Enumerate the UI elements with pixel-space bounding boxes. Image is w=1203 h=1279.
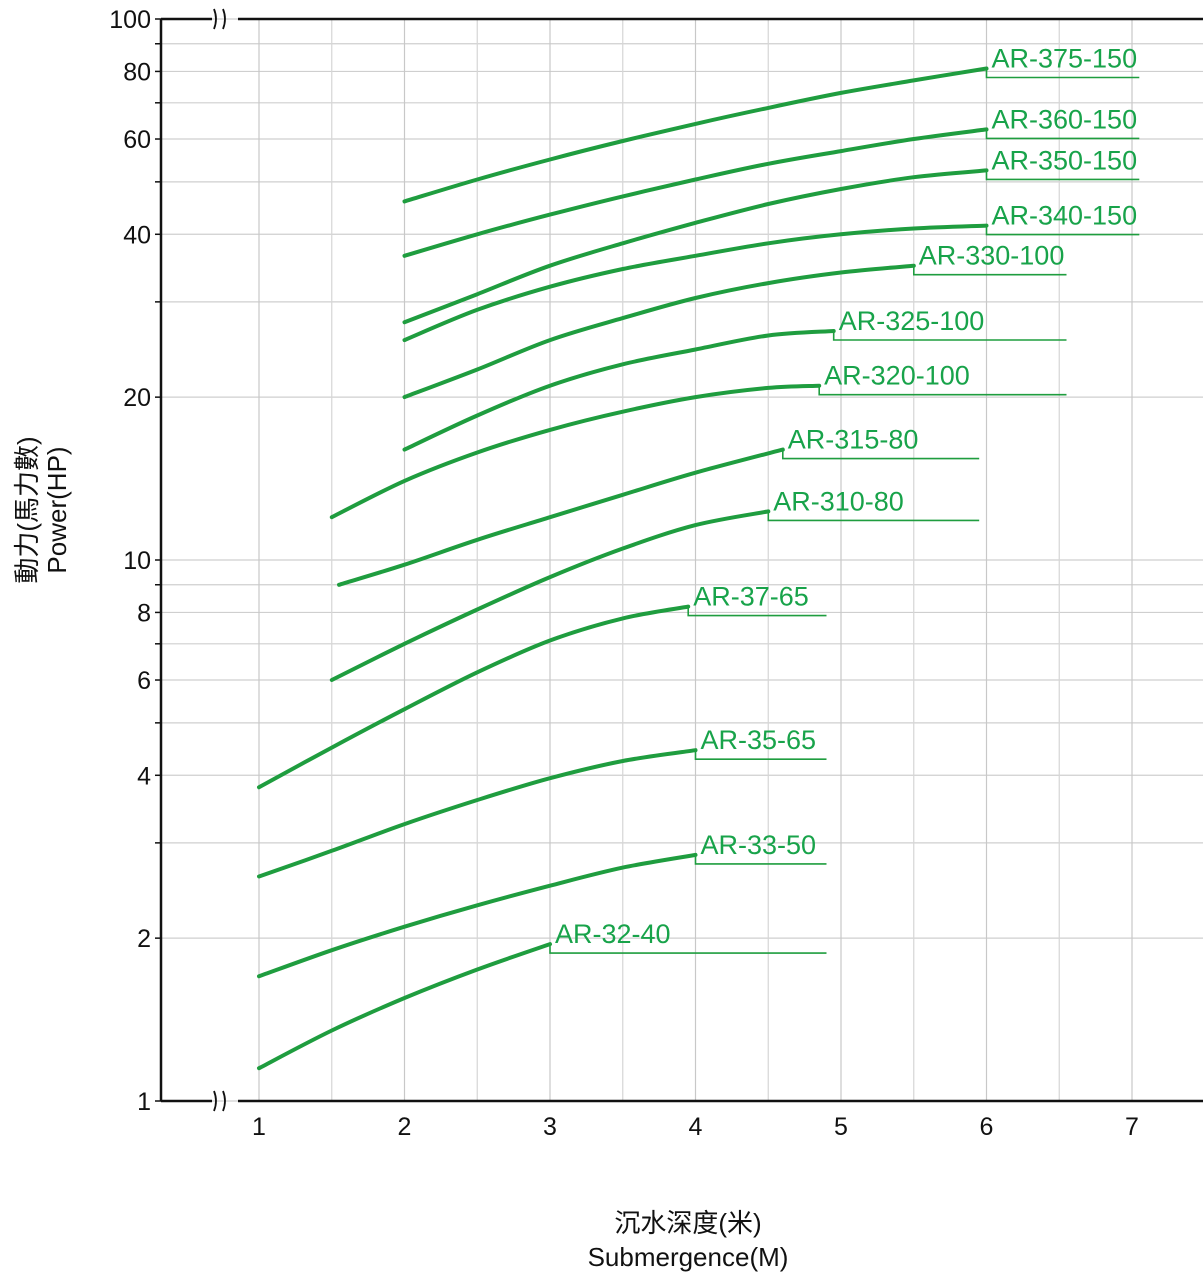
- series-line-ar-315-80: [337, 447, 785, 587]
- leader-line: [985, 68, 1140, 79]
- y-tick-label: 10: [123, 547, 151, 575]
- leader-line: [782, 449, 980, 460]
- series-label: AR-340-150: [992, 201, 1138, 231]
- axes: [155, 8, 1203, 1112]
- y-tick-label: 1: [137, 1088, 151, 1116]
- x-tick-label: 1: [252, 1113, 266, 1141]
- y-axis-title-cn: 動力(馬力數): [12, 436, 42, 583]
- y-tick-label: 8: [137, 599, 151, 627]
- leader-line: [687, 606, 827, 617]
- leader-line: [694, 854, 827, 865]
- series-label: AR-350-150: [992, 145, 1138, 175]
- series-line-ar-325-100: [402, 329, 836, 452]
- leader-line: [913, 265, 1067, 276]
- series-line-ar-340-150: [402, 223, 989, 343]
- series-line-ar-330-100: [402, 263, 916, 400]
- y-tick-label: 40: [123, 221, 151, 249]
- series-label: AR-315-80: [788, 425, 919, 455]
- leader-line: [818, 385, 1067, 396]
- major-grid: [258, 19, 1133, 1101]
- x-axis-title: Submergence(M): [588, 1242, 789, 1272]
- x-tick-label: 2: [398, 1113, 412, 1141]
- series-lines: [257, 66, 1140, 1071]
- series-line-ar-360-150: [402, 127, 989, 258]
- series-line-ar-37-65: [257, 604, 691, 790]
- series-line-ar-310-80: [329, 509, 771, 682]
- series-line-ar-33-50: [257, 852, 698, 979]
- axis-break-mark: [213, 8, 226, 30]
- y-axis-title: Power(HP): [42, 446, 72, 573]
- leader-line: [985, 129, 1140, 140]
- series-label: AR-375-150: [992, 44, 1138, 74]
- series-label: AR-320-100: [824, 361, 970, 391]
- series-label: AR-330-100: [919, 241, 1065, 271]
- leader-line: [832, 331, 1067, 341]
- y-tick-label: 100: [109, 6, 151, 34]
- y-tick-label: 4: [137, 762, 151, 790]
- series-line-ar-35-65: [257, 748, 698, 879]
- series-label: AR-360-150: [992, 104, 1138, 134]
- x-tick-label: 7: [1125, 1113, 1139, 1141]
- x-tick-label: 3: [543, 1113, 557, 1141]
- series-label: AR-310-80: [773, 486, 904, 516]
- leader-line: [549, 944, 827, 954]
- series-label: AR-33-50: [701, 830, 817, 860]
- leader-line: [985, 170, 1140, 181]
- x-axis-title-cn: 沉水深度(米): [614, 1208, 761, 1238]
- series-line-ar-320-100: [329, 383, 822, 520]
- series-labels: AR-375-150 AR-360-150 AR-350-150 AR-340-150…: [555, 44, 1137, 950]
- y-tick-label: 80: [123, 58, 151, 86]
- leader-line: [694, 750, 827, 760]
- y-tick-label: 2: [137, 925, 151, 953]
- series-label: AR-32-40: [555, 919, 671, 949]
- x-tick-label: 5: [834, 1113, 848, 1141]
- series-label: AR-325-100: [839, 306, 985, 336]
- tick-labels: 1 2 4 6 8 10 20 40 60 80 100 1 2 3 4 5 6 7: [109, 6, 1139, 1141]
- axis-break-mark: [213, 1090, 226, 1112]
- y-tick-label: 60: [123, 126, 151, 154]
- series-line-ar-350-150: [402, 168, 989, 325]
- x-tick-label: 4: [689, 1113, 703, 1141]
- series-line-ar-375-150: [402, 66, 989, 204]
- x-tick-label: 6: [980, 1113, 994, 1141]
- y-tick-label: 6: [137, 667, 151, 695]
- series-label: AR-35-65: [701, 725, 817, 755]
- series-label: AR-37-65: [693, 582, 809, 612]
- leader-line: [985, 225, 1140, 236]
- leader-line: [767, 511, 980, 522]
- series-line-ar-32-40: [257, 942, 552, 1071]
- y-tick-label: 20: [123, 384, 151, 412]
